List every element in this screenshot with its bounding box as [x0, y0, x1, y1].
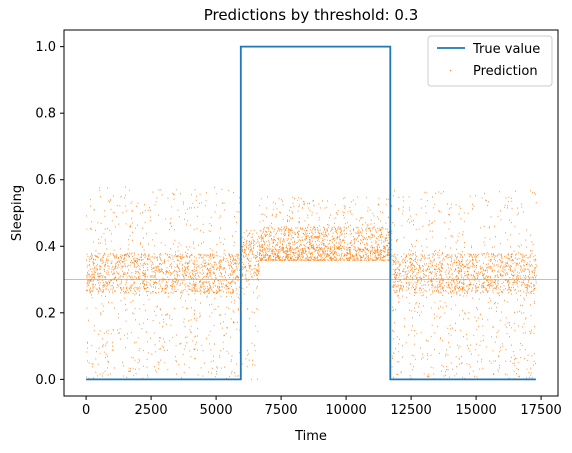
x-tick-label: 17500: [520, 403, 561, 418]
x-axis-label: Time: [294, 429, 327, 444]
y-axis-label: Sleeping: [10, 185, 25, 241]
x-tick-label: 10000: [325, 403, 366, 418]
legend-true-value-label: True value: [472, 42, 540, 57]
x-tick-label: 5000: [200, 403, 233, 418]
y-tick-label: 0.0: [35, 373, 56, 388]
legend: True value Prediction: [427, 35, 553, 87]
true-value-line: [86, 45, 536, 381]
x-tick-label: 15000: [455, 403, 496, 418]
y-tick-label: 0.4: [35, 240, 56, 255]
x-tick-label: 2500: [135, 403, 168, 418]
y-tick-label: 0.6: [35, 173, 56, 188]
plot-area: [63, 29, 559, 397]
x-tick-label: 0: [82, 403, 90, 418]
y-tick-label: 0.2: [35, 306, 56, 321]
y-tick-label: 0.8: [35, 107, 56, 122]
chart-title: Predictions by threshold: 0.3: [204, 6, 419, 24]
y-tick-label: 1.0: [35, 40, 56, 55]
x-tick-label: 12500: [390, 403, 431, 418]
legend-prediction-label: Prediction: [473, 64, 538, 79]
x-tick-label: 7500: [265, 403, 298, 418]
legend-prediction-swatch: [450, 70, 451, 71]
